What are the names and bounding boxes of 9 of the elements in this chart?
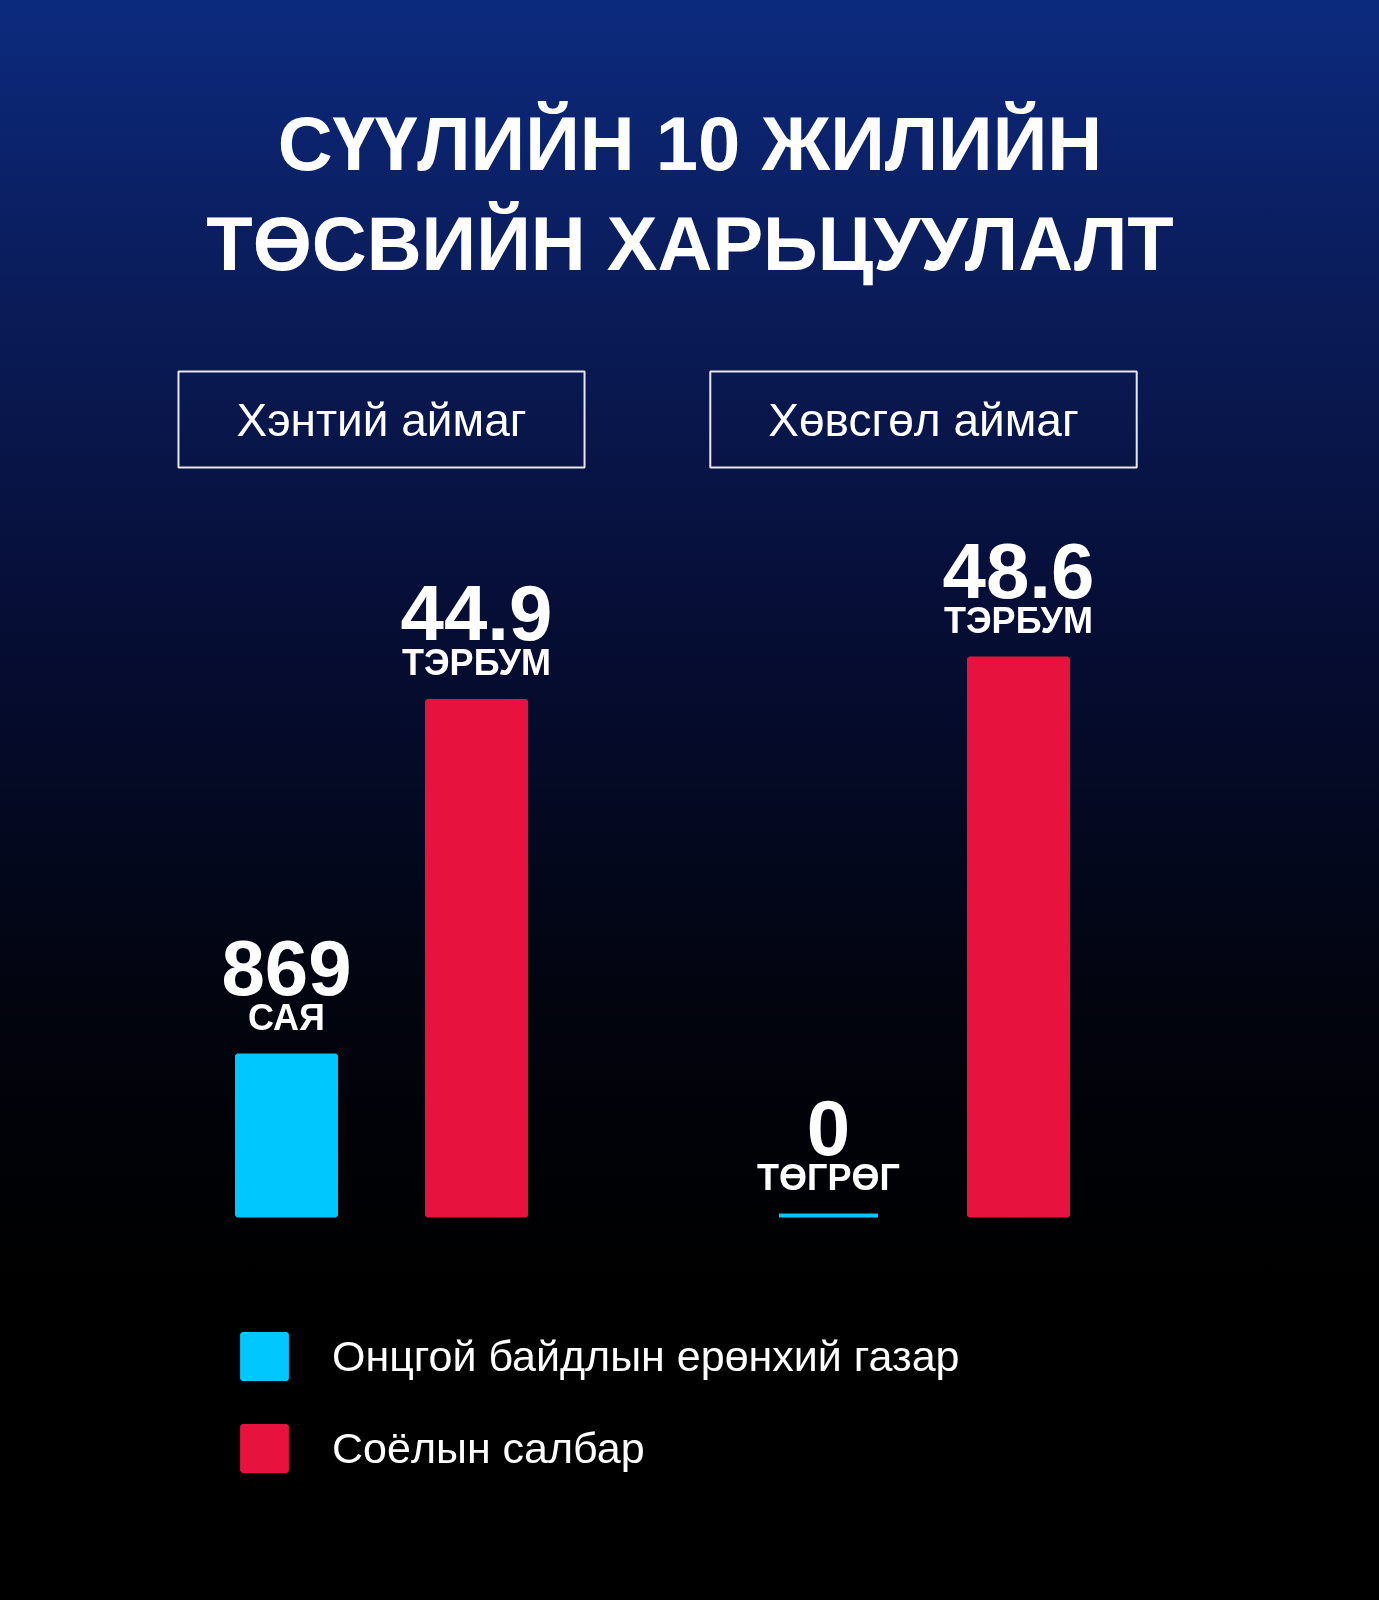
x-tick-label: Хэнтий аймаг bbox=[236, 393, 527, 446]
legend-label: Соёлын салбар bbox=[332, 1423, 645, 1473]
data-label: 48.6 ТЭРБУМ bbox=[942, 526, 1095, 641]
x-tick-label: Хөвсгөл аймаг bbox=[768, 393, 1079, 446]
legend-label: Онцгой байдлын ерөнхий газар bbox=[332, 1331, 960, 1381]
chart-title: СҮҮЛИЙН 10 ЖИЛИЙН ТӨСВИЙН ХАРЬЦУУЛАЛТ bbox=[206, 100, 1174, 287]
data-label: 0 ТӨГРӨГ bbox=[757, 1083, 900, 1198]
data-label: 44.9 ТЭРБУМ bbox=[400, 568, 553, 684]
data-label: 869 САЯ bbox=[221, 923, 352, 1038]
